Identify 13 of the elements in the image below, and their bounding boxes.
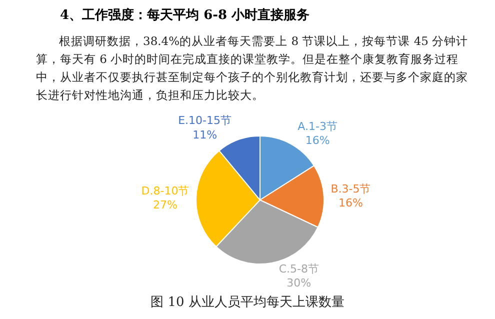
chart-title: 4、工作强度：每天平均 6-8 小时直接服务 bbox=[60, 6, 310, 24]
slice-label: C.5-8节 bbox=[278, 262, 319, 276]
data-label: 16% bbox=[305, 134, 330, 148]
slice-label: D.8-10节 bbox=[141, 184, 190, 198]
data-label: 11% bbox=[192, 128, 218, 142]
slice-label: A.1-3节 bbox=[298, 120, 338, 133]
slice-label: E.10-15节 bbox=[178, 114, 232, 128]
caption: 图 10 从业人员平均每天上课数量 bbox=[150, 294, 346, 311]
data-label: 16% bbox=[338, 196, 363, 210]
data-label: 30% bbox=[286, 276, 312, 290]
chart-subtitle: 根据调研数据，38.4%的从业者每天需要上 8 节课以上，按每节课 45 分钟计算，每天有 6 小时的时间在完成直接的课堂教学。但是在整个康复教育服务过程中，从业者不仅要执行甚至制定每个孩子的个别化教育计划，还要与多个家庭的家长进行针对性地沟通，负担和压力比较大。 bbox=[36, 33, 470, 104]
slice-label: B.3-5节 bbox=[330, 182, 371, 196]
data-label: 27% bbox=[153, 198, 178, 212]
